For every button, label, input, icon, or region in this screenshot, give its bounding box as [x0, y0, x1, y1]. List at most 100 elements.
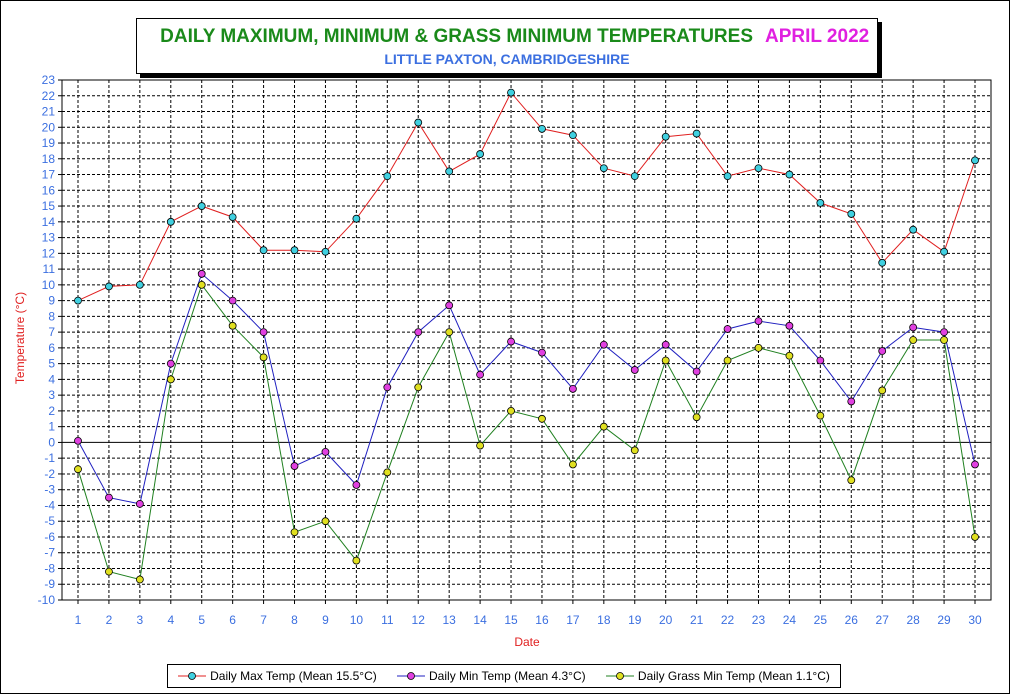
x-tick-label: 25	[814, 613, 828, 627]
x-tick-label: 6	[229, 613, 236, 627]
data-point-max	[445, 167, 454, 176]
x-tick-label: 13	[442, 613, 456, 627]
data-point-min	[476, 370, 485, 379]
data-point-max	[785, 170, 794, 179]
data-point-min	[228, 296, 237, 305]
data-point-min	[816, 356, 825, 365]
legend-swatch-min	[397, 672, 426, 680]
chart-subtitle: LITTLE PAXTON, CAMBRIDGESHIRE	[384, 51, 630, 67]
data-point-grass	[352, 556, 361, 565]
data-point-grass	[816, 411, 825, 420]
x-tick-label: 1	[75, 613, 82, 627]
x-tick-label: 28	[906, 613, 920, 627]
y-tick-label: 11	[43, 262, 56, 276]
x-tick-label: 21	[690, 613, 704, 627]
data-point-max	[971, 156, 979, 165]
x-tick-label: 7	[260, 613, 267, 627]
y-tick-label: -1	[44, 451, 55, 465]
data-point-min	[197, 269, 206, 278]
data-point-min	[135, 499, 144, 508]
plot-border	[61, 79, 992, 601]
data-point-grass	[661, 356, 670, 365]
data-point-grass	[878, 386, 887, 395]
data-point-max	[414, 118, 423, 127]
data-point-max	[290, 246, 299, 255]
data-point-grass	[538, 414, 546, 423]
data-point-grass	[723, 356, 732, 365]
data-point-min	[909, 323, 918, 332]
y-tick-label: -4	[44, 498, 55, 512]
data-point-min	[321, 447, 330, 456]
chart-title: DAILY MAXIMUM, MINIMUM & GRASS MINIMUM T…	[160, 26, 753, 47]
y-tick-label: 22	[42, 89, 56, 103]
data-point-min	[599, 340, 608, 349]
data-point-max	[599, 164, 608, 173]
y-tick-label: -10	[38, 593, 56, 607]
x-tick-label: 4	[167, 613, 174, 627]
y-tick-label: 5	[48, 357, 55, 371]
data-point-max	[197, 202, 206, 210]
y-tick-label: 4	[48, 372, 55, 386]
y-tick-label: -7	[44, 546, 55, 560]
data-point-min	[259, 328, 268, 337]
data-point-grass	[259, 353, 268, 362]
data-point-max	[940, 247, 948, 256]
data-point-min	[290, 462, 299, 470]
data-point-min	[723, 325, 732, 333]
data-point-grass	[197, 280, 206, 289]
x-tick-label: 30	[968, 613, 982, 627]
data-point-grass	[290, 528, 299, 537]
data-point-min	[166, 359, 175, 368]
x-tick-label: 9	[322, 613, 329, 627]
data-point-grass	[321, 517, 330, 526]
legend-swatch-grass	[605, 672, 634, 680]
y-tick-label: 1	[48, 420, 55, 434]
data-point-max	[166, 217, 175, 226]
data-point-min	[692, 367, 701, 376]
y-tick-label: 19	[42, 136, 56, 150]
data-point-max	[723, 172, 732, 181]
y-tick-label: 7	[48, 325, 55, 339]
chart-legend: Daily Max Temp (Mean 15.5°C) Daily Min T…	[167, 664, 841, 688]
y-axis-title: Temperature (°C)	[13, 292, 27, 384]
legend-item-grass: Daily Grass Min Temp (Mean 1.1°C)	[605, 669, 830, 683]
data-point-min	[74, 436, 82, 445]
x-tick-label: 18	[597, 613, 611, 627]
data-point-max	[228, 213, 237, 221]
data-point-max	[105, 282, 113, 291]
data-point-max	[321, 247, 330, 256]
x-tick-label: 27	[876, 613, 890, 627]
data-point-min	[414, 328, 423, 337]
data-point-max	[847, 210, 856, 218]
legend-item-max: Daily Max Temp (Mean 15.5°C)	[178, 669, 377, 683]
data-point-max	[259, 246, 268, 255]
legend-label-grass: Daily Grass Min Temp (Mean 1.1°C)	[637, 669, 830, 683]
y-tick-label: -6	[44, 530, 55, 544]
y-tick-label: 8	[48, 309, 55, 323]
data-point-min	[971, 460, 979, 469]
data-point-grass	[135, 575, 144, 584]
y-tick-label: 3	[48, 388, 55, 402]
y-tick-label: 18	[42, 152, 56, 166]
data-point-min	[661, 340, 670, 349]
data-point-grass	[847, 476, 856, 485]
data-point-min	[785, 321, 794, 330]
title-box: DAILY MAXIMUM, MINIMUM & GRASS MINIMUM T…	[136, 18, 878, 74]
y-tick-label: -9	[44, 577, 55, 591]
x-tick-label: 26	[845, 613, 859, 627]
y-tick-label: -2	[44, 467, 55, 481]
y-tick-label: 17	[42, 168, 56, 182]
data-point-min	[940, 328, 948, 337]
data-point-grass	[507, 407, 515, 415]
data-point-min	[630, 366, 639, 374]
axes: -10-9-8-7-6-5-4-3-2-10123456789101112131…	[38, 73, 992, 627]
y-tick-label: -8	[44, 561, 55, 575]
data-point-grass	[74, 465, 82, 474]
data-point-max	[476, 150, 485, 158]
data-point-grass	[476, 441, 485, 450]
series-line-max	[77, 91, 976, 302]
y-tick-label: -3	[44, 483, 55, 497]
data-point-grass	[599, 422, 608, 431]
y-tick-label: 9	[48, 294, 55, 308]
data-point-max	[816, 199, 825, 207]
